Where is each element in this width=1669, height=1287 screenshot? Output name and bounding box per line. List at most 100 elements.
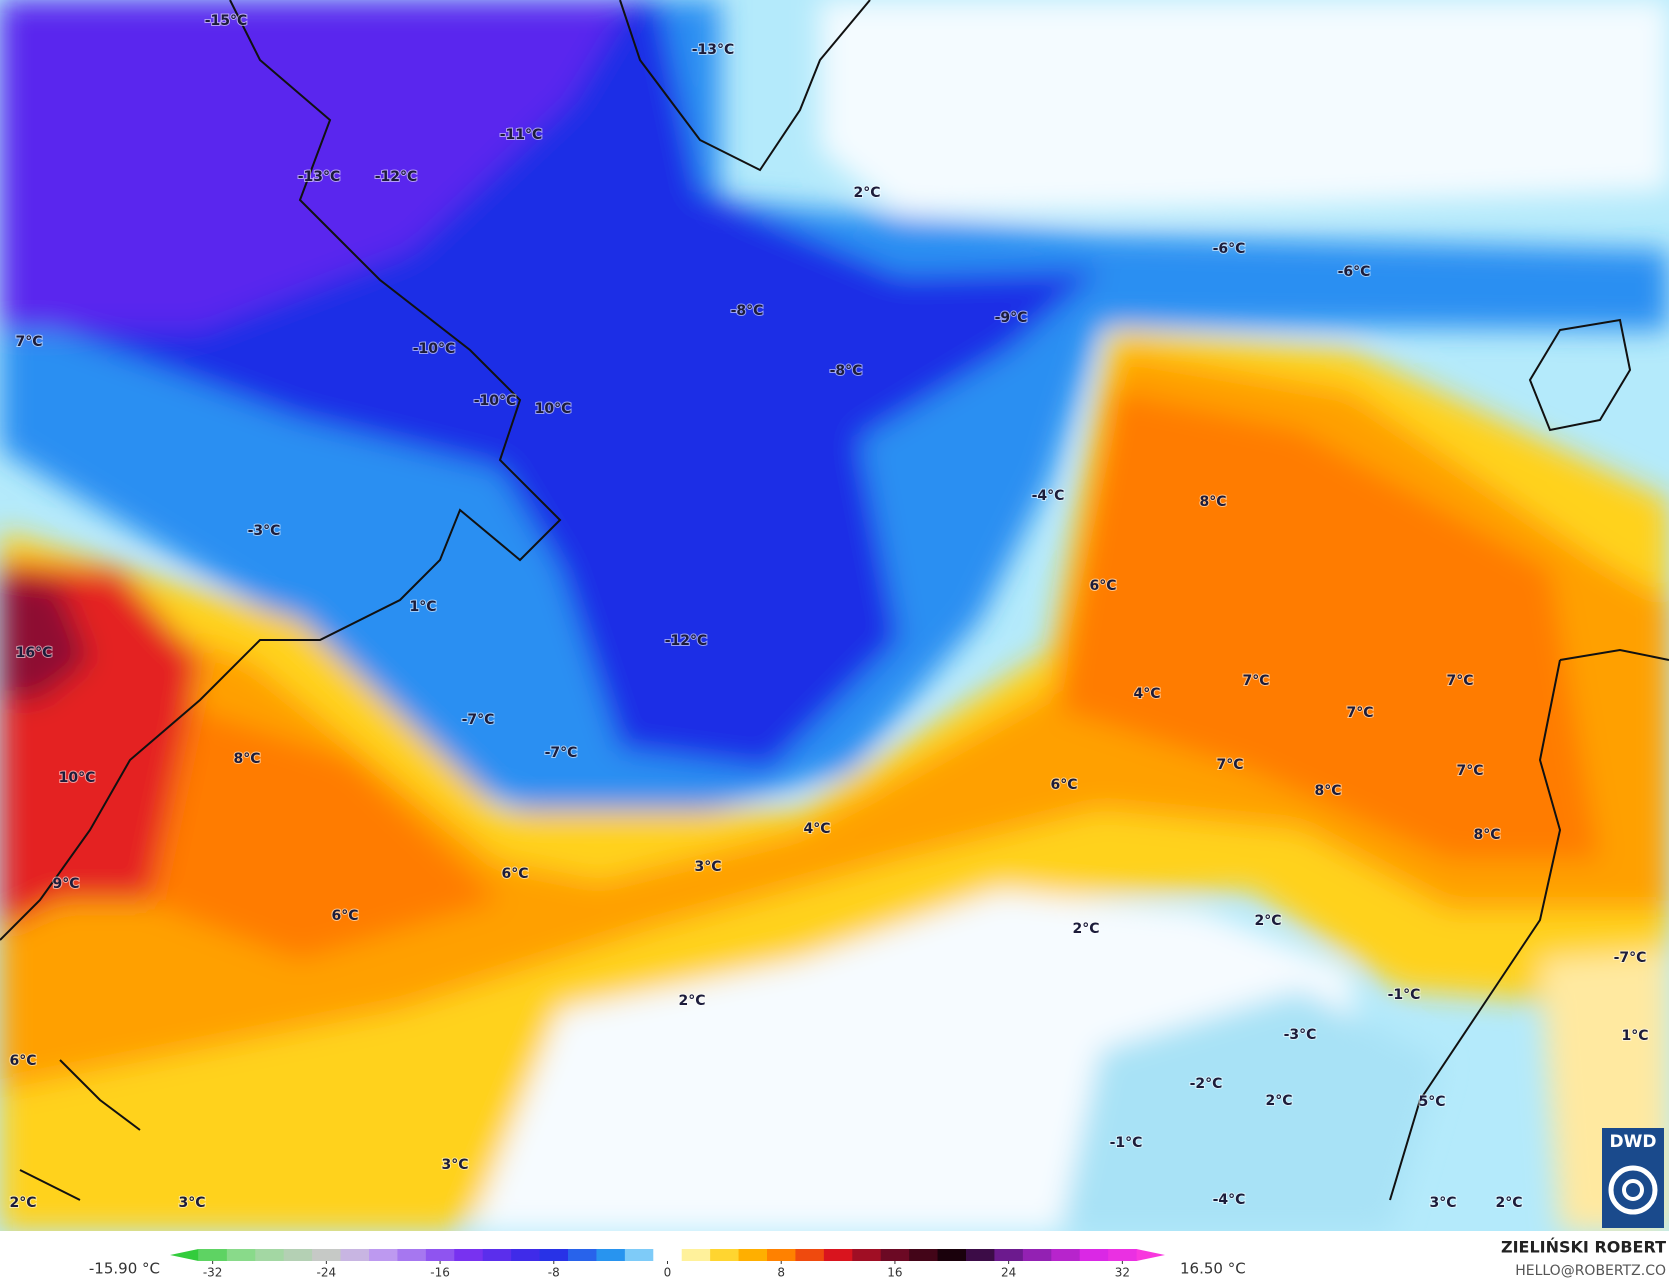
colorbar-segment [255,1249,285,1261]
colorbar-segment [170,1249,199,1261]
temperature-label: 6°C [501,866,528,882]
temperature-label: 7°C [15,334,42,350]
temperature-label: -13°C [298,169,341,185]
colorbar-segment [852,1249,882,1261]
temperature-label: 3°C [441,1157,468,1173]
map: -15°C -13°C -11°C -13°C -12°C 2°C -6°C -6°C -8°C… [0,0,1669,1231]
colorbar-segment [909,1249,939,1261]
dwd-logo: DWD [1602,1128,1664,1228]
temperature-label: 5°C [1418,1094,1445,1110]
temperature-label: -1°C [1388,987,1421,1003]
colorbar-segment [511,1249,541,1261]
colorbar-segment [1079,1249,1109,1261]
colorbar-segment [681,1249,711,1261]
colorbar-segment [994,1249,1024,1261]
temperature-label: 9°C [52,876,79,892]
temperature-label: 8°C [1199,494,1226,510]
temperature-label: -7°C [1614,950,1647,966]
temperature-label: 2°C [678,993,705,1009]
temperature-label: 2°C [1495,1195,1522,1211]
colorbar-segment [198,1249,228,1261]
logo-text: DWD [1610,1132,1657,1152]
colorbar-segment [369,1249,398,1261]
colorbar: -32 -24 -16 -8 0 8 16 24 32 [170,1249,1165,1280]
temperature-label: 1°C [1621,1028,1648,1044]
min-label: -15.90 °C [89,1260,160,1278]
temperature-label: 2°C [853,185,880,201]
temperature-labels: -15°C -13°C -11°C -13°C -12°C 2°C -6°C -6°C -8°C… [8,12,1649,1212]
temperature-label: 3°C [1429,1195,1456,1211]
logo-swirl-inner [1622,1179,1644,1201]
temperature-label: -7°C [545,745,578,761]
temperature-label: 8°C [1473,827,1500,843]
temperature-label: 6°C [1050,777,1077,793]
colorbar-segment [624,1249,654,1261]
colorbar-segment [1051,1249,1081,1261]
colorbar-segment [568,1249,597,1261]
colorbar-segment [653,1249,683,1261]
temperature-label: -12°C [665,633,708,649]
temperature-label: 10°C [59,770,96,786]
temperature-label: 4°C [803,821,830,837]
temperature-label: 16°C [16,645,53,661]
temperature-label: -2°C [1190,1076,1223,1092]
temperature-label: 1°C [409,599,436,615]
colorbar-segment [312,1249,342,1261]
temperature-label: -4°C [1213,1192,1246,1208]
colorbar-tick-label: 8 [777,1266,785,1280]
temperature-label: 10°C [535,401,572,417]
temperature-label: -3°C [1284,1027,1317,1043]
temperature-label: -1°C [1110,1135,1143,1151]
colorbar-segment [596,1249,626,1261]
temperature-label: -11°C [500,127,543,143]
temperature-label: -10°C [413,341,456,357]
temperature-label: 7°C [1446,673,1473,689]
temperature-label: -12°C [375,169,418,185]
temperature-label: 6°C [9,1053,36,1069]
max-label: 16.50 °C [1180,1260,1246,1278]
logo-swirl [1608,1165,1658,1215]
colorbar-segment [397,1249,427,1261]
colorbar-segment [767,1249,796,1261]
colorbar-segment [710,1249,740,1261]
temperature-label: 8°C [233,751,260,767]
colorbar-tick-label: -16 [430,1266,450,1280]
temperature-label: -3°C [248,523,281,539]
temperature-label: 3°C [694,859,721,875]
colorbar-tick-label: 24 [1001,1266,1016,1280]
temperature-label: -15°C [205,13,248,29]
temperature-label: 8°C [1314,783,1341,799]
temperature-label: 7°C [1216,757,1243,773]
temperature-label: 2°C [1254,913,1281,929]
temperature-label: -10°C [474,393,517,409]
colorbar-tick-label: 16 [887,1266,902,1280]
temperature-label: -8°C [731,303,764,319]
colorbar-tick-label: 32 [1115,1266,1130,1280]
colorbar-tick-label: -8 [548,1266,560,1280]
temperature-label: 6°C [1089,578,1116,594]
colorbar-segment [226,1249,256,1261]
colorbar-segment [823,1249,853,1261]
colorbar-segment [283,1249,313,1261]
colorbar-segment [937,1249,967,1261]
colorbar-segment [482,1249,512,1261]
colorbar-segment [966,1249,995,1261]
colorbar-segment [795,1249,825,1261]
colorbar-tick-label: -24 [317,1266,337,1280]
temperature-label: -4°C [1032,488,1065,504]
temperature-label: -9°C [995,310,1028,326]
temperature-label: -8°C [830,363,863,379]
coastlines [0,0,1669,1201]
temperature-label: -7°C [462,712,495,728]
colorbar-segment [1136,1249,1165,1261]
temperature-label: 4°C [1133,686,1160,702]
temperature-label: 2°C [1265,1093,1292,1109]
colorbar-segment [1108,1249,1138,1261]
temperature-label: 7°C [1242,673,1269,689]
colorbar-segment [1022,1249,1052,1261]
colorbar-segment [738,1249,768,1261]
temperature-label: 6°C [331,908,358,924]
temperature-label: 2°C [9,1195,36,1211]
colorbar-segment [425,1249,455,1261]
credit-email: HELLO@ROBERTZ.CO [1515,1263,1666,1279]
